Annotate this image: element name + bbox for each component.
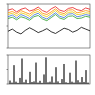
bar: [37, 83, 38, 84]
bar: [53, 83, 54, 84]
bar: [31, 82, 32, 84]
line: [8, 13, 90, 19]
bar: [15, 82, 16, 84]
bar: [65, 82, 66, 84]
y-tick: [7, 55, 9, 56]
bar: [75, 61, 76, 84]
bar: [23, 82, 24, 84]
bar: [41, 83, 42, 84]
bar: [45, 57, 46, 84]
bar: [61, 79, 62, 84]
bar: [71, 82, 72, 84]
frame: [8, 4, 90, 48]
bar: [19, 78, 20, 84]
bar: [67, 83, 68, 84]
bar: [79, 82, 80, 84]
bar: [11, 83, 12, 84]
frame: [8, 55, 90, 84]
bar: [39, 81, 40, 84]
y-tick: [7, 26, 9, 27]
chart: [0, 0, 95, 95]
bar: [35, 63, 36, 84]
bar: [29, 72, 30, 84]
bar: [47, 82, 48, 84]
bar: [43, 74, 44, 84]
bar: [59, 83, 60, 84]
line: [8, 11, 90, 17]
bar: [13, 65, 14, 84]
bar: [73, 83, 74, 84]
bar: [27, 83, 28, 84]
plot-area: [8, 7, 90, 34]
bar: [17, 83, 18, 84]
plot-area: [9, 57, 88, 84]
bar: [9, 81, 10, 84]
bar: [85, 70, 86, 84]
bar: [77, 80, 78, 84]
bar: [55, 67, 56, 84]
bar: [57, 81, 58, 84]
line: [8, 15, 90, 21]
y-tick: [7, 4, 9, 5]
bar: [81, 77, 82, 84]
line: [8, 27, 90, 34]
y-tick: [7, 48, 9, 49]
bar: [87, 83, 88, 84]
bar: [69, 73, 70, 84]
bar: [25, 80, 26, 84]
y-tick: [7, 69, 9, 70]
bar: [49, 82, 50, 84]
y-tick: [7, 84, 9, 85]
bar: [33, 81, 34, 84]
bar: [83, 82, 84, 84]
bar: [21, 58, 22, 84]
bar: [51, 76, 52, 84]
bar: [63, 64, 64, 84]
